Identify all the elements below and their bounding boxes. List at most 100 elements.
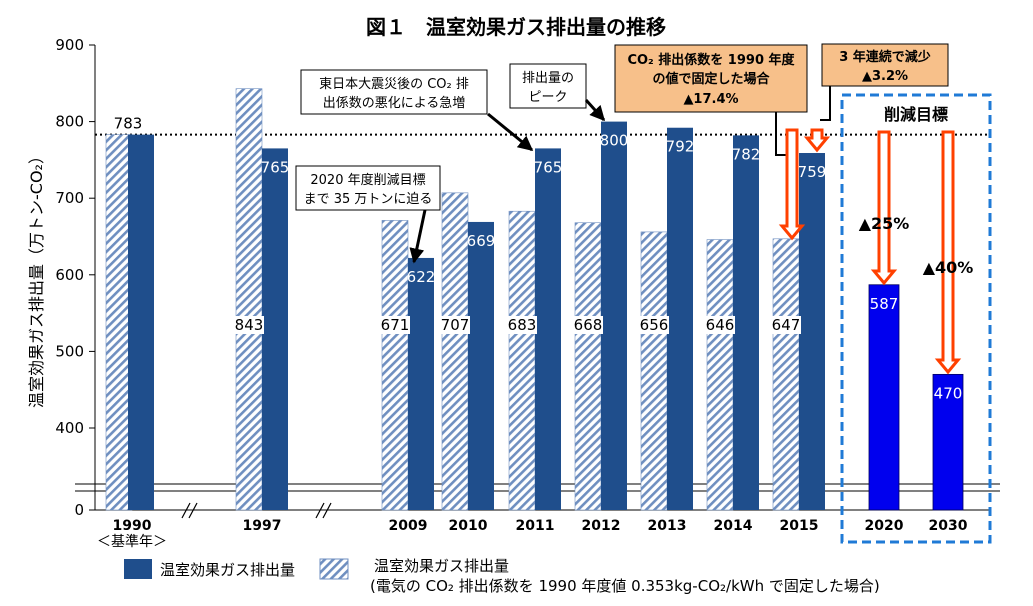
bar-actual-label-1997: 765	[261, 158, 290, 176]
legend-label-fixed-note: (電気の CO₂ 排出係数を 1990 年度値 0.353kg-CO₂/kWh …	[370, 577, 880, 595]
annotation-quake-line1: 東日本大震災後の CO₂ 排	[319, 76, 469, 92]
bar-actual-1997	[262, 148, 288, 510]
annotation-peak-line1: 排出量の	[522, 71, 574, 86]
bar-actual-2014	[733, 135, 759, 510]
bar-fixed-label-bg	[639, 316, 669, 334]
bar-fixed-label-bg	[380, 316, 410, 334]
bar-fixed-label-bg	[507, 316, 537, 334]
annotation-fixed-connector	[775, 112, 788, 156]
chart-title: 図１ 温室効果ガス排出量の推移	[366, 15, 666, 39]
bar-target-2030	[932, 373, 964, 511]
bar-actual-label-2010: 669	[467, 232, 496, 250]
bar-actual-label-2011: 765	[534, 158, 563, 176]
bar-actual-1990	[128, 134, 154, 510]
bar-fixed-label-2014: 646	[706, 316, 735, 334]
y-tick-label: 500	[55, 342, 84, 360]
bar-fixed-2011	[508, 210, 536, 511]
annotation-quake-arrow	[487, 112, 534, 152]
legend-swatch-actual	[124, 559, 152, 579]
bar-fixed-2010	[441, 192, 469, 511]
bar-target-label-2030: 470	[934, 384, 963, 402]
bar-target-2020	[868, 284, 900, 511]
legend-swatch-fixed	[319, 558, 349, 580]
bar-fixed-label-bg	[771, 316, 801, 334]
annotation-peak-line2: ピーク	[528, 90, 567, 105]
bar-actual-2015	[799, 153, 825, 511]
x-tick-label: 1997	[243, 518, 282, 534]
bar-actual-2009	[408, 257, 434, 510]
bar-actual-label-1990: 783	[114, 115, 143, 133]
bar-actual-label-2012: 800	[600, 132, 629, 150]
x-tick-label: 2030	[929, 518, 968, 534]
x-axis-break-marks	[181, 502, 332, 519]
annotation-quake-box	[300, 69, 488, 115]
target-2030-arrow	[934, 130, 962, 375]
bar-fixed-2012	[574, 222, 602, 511]
legend-label-actual: 温室効果ガス排出量	[160, 561, 295, 579]
annotation-fixed-line1: CO₂ 排出係数を 1990 年度	[627, 52, 795, 68]
bar-fixed-label-bg	[705, 316, 735, 334]
annotation-decline-line2: ▲3.2%	[862, 69, 908, 84]
annotation-decline-connector	[820, 86, 831, 121]
target-box	[840, 93, 992, 544]
cut-2020-label: ▲25%	[859, 214, 910, 233]
bar-actual-2011	[535, 148, 561, 510]
y-axis-label: 温室効果ガス排出量（万トン-CO₂）	[27, 148, 46, 408]
x-tick-label: 2020	[865, 518, 904, 534]
bar-actual-label-2014: 782	[732, 145, 761, 163]
bar-fixed-label-2015: 647	[772, 316, 801, 334]
x-tick-label: 2015	[780, 518, 819, 534]
bar-fixed-label-2009: 671	[381, 316, 410, 334]
annotation-near-line2: まで 35 万トンに迫る	[304, 192, 433, 207]
bar-target-label-2020: 587	[870, 295, 899, 313]
bar-fixed-label-2011: 683	[508, 316, 537, 334]
annotation-fixed-line3: ▲17.4%	[683, 92, 738, 107]
bar-actual-label-2009: 622	[407, 268, 436, 286]
bar-fixed-2014	[706, 239, 734, 511]
bar-fixed-2013	[640, 231, 668, 511]
x-tick-label: 2013	[648, 518, 687, 534]
y-tick-label: 900	[55, 36, 84, 54]
x-tick-label: 2014	[714, 518, 753, 534]
decline-arrow	[803, 128, 831, 153]
bar-fixed-label-1997: 843	[235, 316, 264, 334]
bar-fixed-label-bg	[234, 316, 264, 334]
annotation-near-line1: 2020 年度削減目標	[310, 172, 425, 188]
x-tick-label: 2011	[516, 518, 555, 534]
bar-fixed-2009	[381, 220, 409, 511]
y-tick-label: 400	[55, 419, 84, 437]
annotation-near-arrow	[409, 209, 427, 264]
target-2020-arrow	[870, 130, 898, 286]
y-tick-label: 800	[55, 113, 84, 131]
x-tick-label: 1990	[113, 518, 152, 534]
x-tick-label: 2010	[449, 518, 488, 534]
y-tick-label: 0	[74, 501, 84, 519]
bar-fixed-1997	[235, 88, 263, 511]
y-tick-label: 700	[55, 189, 84, 207]
cut-2030-label: ▲40%	[923, 258, 974, 277]
base-year-note: ＜基準年＞	[97, 533, 167, 550]
x-tick-label: 2012	[582, 518, 621, 534]
annotation-peak-arrow	[584, 98, 606, 122]
annotation-decline-line1: 3 年連続で減少	[839, 49, 931, 65]
bar-actual-label-2015: 759	[798, 163, 827, 181]
bar-fixed-1990	[105, 134, 133, 511]
legend-label-fixed: 温室効果ガス排出量	[374, 557, 509, 575]
bar-fixed-label-2013: 656	[640, 316, 669, 334]
target-box-label: 削減目標	[884, 105, 948, 124]
bar-actual-2012	[601, 121, 627, 510]
annotation-near-box	[295, 165, 441, 211]
fixed-coefficient-arrow	[778, 128, 806, 241]
x-tick-label: 2009	[389, 518, 428, 534]
annotation-fixed-box	[614, 44, 808, 113]
annotation-quake-line2: 出係数の悪化による急増	[323, 96, 466, 111]
bar-fixed-label-bg	[440, 316, 470, 334]
bar-actual-2010	[468, 221, 494, 511]
annotation-fixed-line2: の値で固定した場合	[652, 71, 770, 87]
bar-fixed-label-2010: 707	[441, 316, 470, 334]
annotation-decline-box	[821, 43, 949, 87]
bar-actual-2013	[667, 127, 693, 510]
bar-fixed-label-2012: 668	[574, 316, 603, 334]
bar-actual-label-2013: 792	[666, 138, 695, 156]
